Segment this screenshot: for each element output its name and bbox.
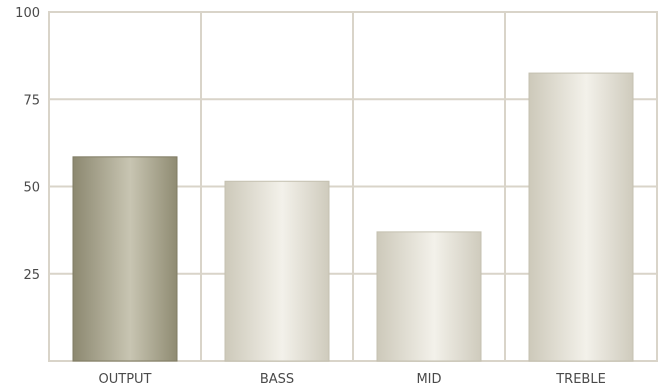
bar-bass[interactable] bbox=[224, 180, 330, 362]
bars bbox=[72, 72, 634, 362]
x-axis-categories: OUTPUT BASS MID TREBLE bbox=[99, 372, 606, 387]
bar-mid[interactable] bbox=[376, 231, 482, 362]
x-category-label: TREBLE bbox=[555, 372, 606, 387]
x-category-label: BASS bbox=[260, 372, 294, 387]
x-category-label: MID bbox=[416, 372, 441, 387]
bar-output[interactable] bbox=[72, 156, 178, 362]
y-tick-label: 25 bbox=[23, 268, 40, 283]
y-tick-label: 75 bbox=[23, 93, 40, 108]
y-axis-ticks: 25 50 75 100 bbox=[15, 6, 40, 283]
x-category-label: OUTPUT bbox=[99, 372, 152, 387]
y-tick-label: 50 bbox=[23, 181, 40, 196]
y-tick-label: 100 bbox=[15, 6, 40, 21]
bar-treble[interactable] bbox=[528, 72, 634, 362]
